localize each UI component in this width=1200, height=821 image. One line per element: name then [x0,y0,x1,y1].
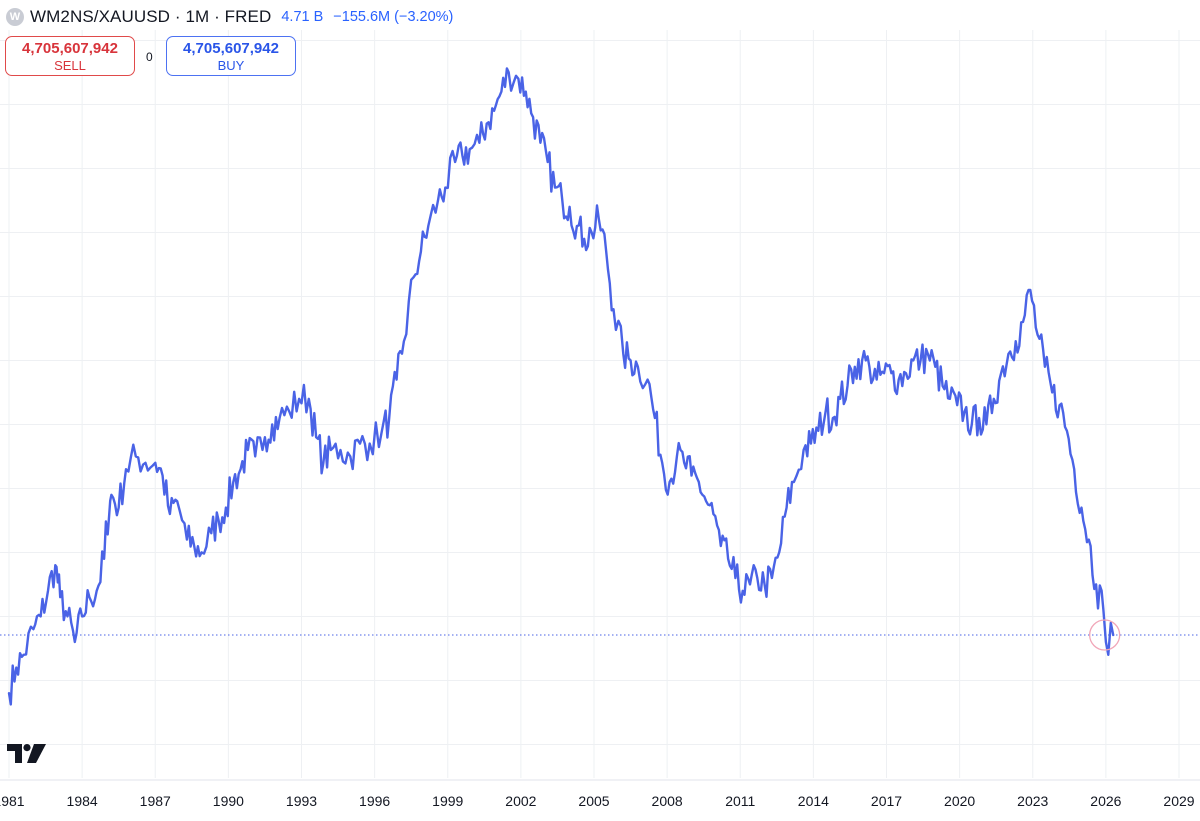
x-tick-label: 2002 [505,793,536,809]
buy-label: BUY [217,58,245,73]
x-tick-label: 2017 [871,793,902,809]
spread-value: 0 [146,50,153,64]
x-tick-label: 2014 [798,793,829,809]
symbol-title[interactable]: WM2NS/XAUUSD · 1M · FRED [30,7,272,26]
series-line-wm2ns-xauusd [7,67,1115,706]
buy-button[interactable]: 4,705,607,942 BUY [166,36,296,76]
x-tick-label: 1999 [432,793,463,809]
x-tick-label: 2029 [1163,793,1194,809]
buy-price: 4,705,607,942 [183,40,279,57]
x-tick-label: 2026 [1090,793,1121,809]
sell-label: SELL [54,58,86,73]
tradingview-logo-icon[interactable] [7,744,47,771]
symbol-logo-icon: W [6,8,24,26]
x-tick-label: 1990 [213,793,244,809]
x-tick-label: 1981 [0,793,25,809]
chart-header: W WM2NS/XAUUSD · 1M · FRED 4.71 B −155.6… [6,6,453,28]
last-point-marker[interactable] [1089,619,1121,651]
x-tick-label: 2011 [725,793,755,809]
x-tick-label: 2008 [652,793,683,809]
x-tick-label: 1996 [359,793,390,809]
time-axis[interactable]: 1981 1984 1987 1990 1993 1996 1999 2002 2005 2008… [0,793,1195,809]
x-tick-label: 2020 [944,793,975,809]
sell-button[interactable]: 4,705,607,942 SELL [5,36,135,76]
sell-price: 4,705,607,942 [22,40,118,57]
change-value: −155.6M (−3.20%) [333,9,454,25]
x-tick-label: 1987 [140,793,171,809]
x-tick-label: 1984 [67,793,98,809]
last-value: 4.71 B [281,9,324,25]
x-tick-label: 2005 [578,793,609,809]
x-tick-label: 2023 [1017,793,1048,809]
grid-lines [0,30,1200,778]
x-tick-label: 1993 [286,793,317,809]
